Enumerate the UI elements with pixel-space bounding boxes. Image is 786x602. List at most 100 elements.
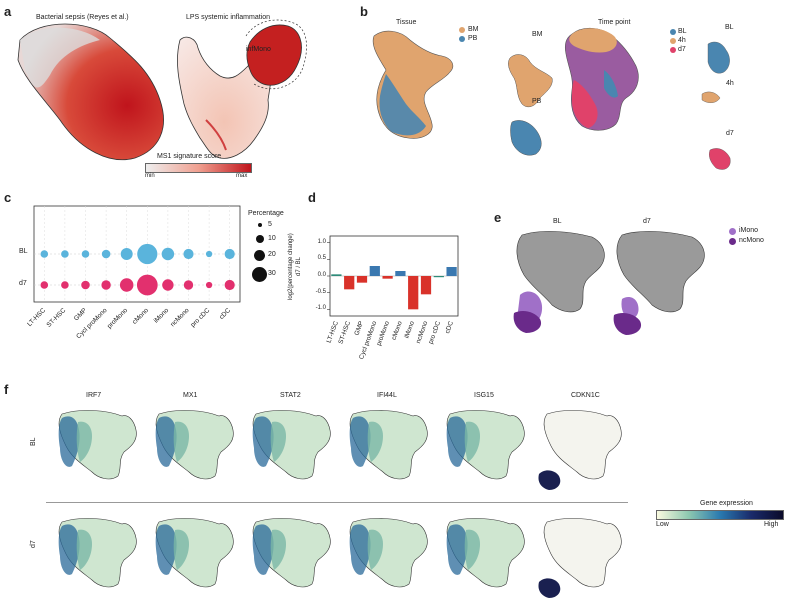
legend-pb-label: PB xyxy=(468,35,478,42)
f-umap-mx1-bl xyxy=(155,410,234,480)
c-dot-d7-8 xyxy=(205,281,213,289)
f-umap-ifi44l-bl xyxy=(349,410,428,480)
gene-colorbar-low: Low xyxy=(656,521,669,528)
ms1-colorbar xyxy=(145,163,252,173)
legend-bm-dot xyxy=(459,27,465,33)
c-dot-d7-3 xyxy=(101,280,111,290)
ms1-colorbar-max: max xyxy=(236,173,248,179)
d-bar-2 xyxy=(356,276,368,283)
f-umap-isg15-bl xyxy=(446,410,525,480)
c-dot-BL-0 xyxy=(40,250,49,258)
size-legend-30: 30 xyxy=(268,270,276,277)
c-dot-BL-5 xyxy=(137,243,158,265)
panel-d-chart xyxy=(327,235,459,317)
lps-umap xyxy=(177,36,272,159)
row-d7-label: d7 xyxy=(19,280,27,287)
c-dot-d7-4 xyxy=(119,278,134,292)
d-bar-0 xyxy=(331,274,342,276)
f-umap-mx1-d7 xyxy=(155,518,234,588)
d-bar-3 xyxy=(369,266,380,276)
d-ytick-1: 0.5 xyxy=(317,255,326,262)
gene-colorbar xyxy=(656,510,784,520)
ms1-colorbar-title: MS1 signature score xyxy=(157,153,222,160)
legend-imono-label: iMono xyxy=(739,227,759,234)
c-dot-d7-7 xyxy=(183,280,194,290)
gene-title-ifi44l: IFI44L xyxy=(377,392,397,399)
c-dot-BL-9 xyxy=(224,248,235,260)
legend-bl-dot xyxy=(670,29,676,35)
gene-colorbar-high: High xyxy=(764,521,779,528)
panel-c-label: c xyxy=(4,190,12,205)
f-umap-cdkn1c-bl xyxy=(538,410,622,490)
d-ytick-0: 1.0 xyxy=(317,238,326,245)
f-row-bl: BL xyxy=(30,437,37,446)
legend-d7-dot xyxy=(670,47,676,53)
panel-a-umaps xyxy=(17,19,307,161)
e-title-d7: d7 xyxy=(643,218,651,225)
legend-4h-label: 4h xyxy=(678,37,686,44)
f-umap-irf7-d7 xyxy=(58,518,137,588)
gene-title-irf7: IRF7 xyxy=(86,392,102,399)
size-legend-dot-10 xyxy=(256,235,264,243)
gene-colorbar-title: Gene expression xyxy=(700,500,753,507)
c-dot-d7-2 xyxy=(81,280,90,290)
legend-ncmono-label: ncMono xyxy=(739,237,764,244)
d-bar-4 xyxy=(382,276,393,279)
right-4h-label: 4h xyxy=(726,80,734,87)
gene-title-isg15: ISG15 xyxy=(474,392,494,399)
gene-title-cdkn1c: CDKN1C xyxy=(571,392,600,399)
c-dot-BL-2 xyxy=(81,250,90,258)
legend-imono-dot xyxy=(729,228,736,235)
panel-c-chart xyxy=(33,205,241,303)
f-row-d7: d7 xyxy=(30,540,37,548)
c-dot-d7-9 xyxy=(224,279,235,291)
f-row-divider xyxy=(46,502,628,503)
f-umap-cdkn1c-d7 xyxy=(538,518,622,598)
d-bar-7 xyxy=(420,276,432,295)
d-ytick-2: 0.0 xyxy=(317,272,326,278)
d-bar-8 xyxy=(433,276,444,278)
c-dot-d7-1 xyxy=(61,281,69,289)
panel-a-left-title: Bacterial sepsis (Reyes et al.) xyxy=(36,14,129,21)
legend-bm-label: BM xyxy=(468,26,479,33)
d-bar-1 xyxy=(344,276,355,290)
panel-a-label: a xyxy=(4,4,12,19)
c-dot-BL-7 xyxy=(183,248,194,260)
gene-title-mx1: MX1 xyxy=(183,392,198,399)
c-dot-BL-6 xyxy=(161,247,175,261)
d-ytick-4: -1.0 xyxy=(315,305,326,312)
panel-f-label: f xyxy=(4,382,9,397)
size-legend-5: 5 xyxy=(268,221,272,228)
legend-4h-dot xyxy=(670,38,676,44)
f-umap-isg15-d7 xyxy=(446,518,525,588)
legend-ncmono-dot xyxy=(729,238,736,245)
size-legend-dot-5 xyxy=(258,223,262,227)
gene-title-stat2: STAT2 xyxy=(280,392,301,399)
f-umap-stat2-d7 xyxy=(252,518,331,588)
c-dot-d7-5 xyxy=(136,274,158,296)
right-bl-label: BL xyxy=(725,24,734,31)
c-dot-d7-6 xyxy=(162,279,174,291)
legend-d7-label: d7 xyxy=(678,46,686,53)
size-legend-dot-30 xyxy=(252,267,267,282)
d-bar-5 xyxy=(395,271,406,276)
panel-b-umaps xyxy=(372,27,731,170)
e-title-bl: BL xyxy=(553,218,562,225)
row-bl-label: BL xyxy=(19,248,28,255)
f-umap-ifi44l-d7 xyxy=(349,518,428,588)
panel-e-label: e xyxy=(494,210,502,225)
d-bar-9 xyxy=(446,267,457,276)
size-legend-dot-20 xyxy=(254,250,265,261)
ms1-colorbar-min: min xyxy=(145,173,155,179)
legend-pb-dot xyxy=(459,36,465,42)
c-dot-BL-3 xyxy=(101,249,111,259)
tissue-title: Tissue xyxy=(396,19,417,26)
small-pb-label: PB xyxy=(532,98,542,105)
legend-bl-label: BL xyxy=(678,28,687,35)
f-umap-irf7-bl xyxy=(58,410,137,480)
c-dot-BL-4 xyxy=(120,248,133,260)
c-dot-BL-1 xyxy=(61,250,69,258)
f-umap-stat2-bl xyxy=(252,410,331,480)
panel-e-umaps xyxy=(513,231,705,335)
right-d7-label: d7 xyxy=(726,130,734,137)
